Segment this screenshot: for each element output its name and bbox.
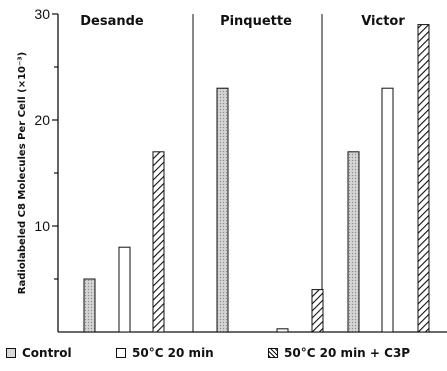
bar-pinquette-heat bbox=[276, 328, 289, 333]
legend-item-control: Control bbox=[6, 342, 72, 364]
bar-pinquette-control bbox=[216, 87, 229, 333]
y-tick-label: 10 bbox=[34, 218, 50, 234]
panel-title-victor: Victor bbox=[361, 14, 405, 29]
legend-swatch-control bbox=[6, 348, 16, 358]
bar-victor-heat-c3p bbox=[417, 24, 430, 333]
bars bbox=[83, 24, 430, 333]
legend-label-c3p: 50°C 20 min + C3P bbox=[284, 346, 411, 360]
legend-label-heat: 50°C 20 min bbox=[132, 346, 214, 360]
bar-victor-heat bbox=[381, 87, 394, 333]
y-tick-label: 20 bbox=[34, 112, 50, 128]
bar-desande-heat bbox=[118, 246, 131, 333]
chart: 10 20 30 Desande Pinquette Victor Radiolabeled… bbox=[17, 6, 447, 333]
panel-title-desande: Desande bbox=[80, 14, 144, 29]
bar-desande-control bbox=[83, 278, 96, 333]
bar-desande-heat-c3p bbox=[152, 151, 165, 333]
y-axis-label: Radiolabeled C8 Molecules Per Cell (×10⁻… bbox=[17, 52, 28, 294]
bar-victor-control bbox=[347, 151, 360, 333]
panel-title-pinquette: Pinquette bbox=[220, 14, 292, 29]
legend-swatch-c3p bbox=[268, 348, 278, 358]
legend-item-c3p: 50°C 20 min + C3P bbox=[268, 342, 410, 364]
legend: Control 50°C 20 min 50°C 20 min + C3P bbox=[6, 342, 447, 364]
bar-pinquette-heat-c3p bbox=[311, 289, 324, 333]
legend-swatch-heat bbox=[116, 348, 126, 358]
legend-item-heat: 50°C 20 min bbox=[116, 342, 214, 364]
y-tick-label: 30 bbox=[34, 6, 50, 22]
legend-label-control: Control bbox=[22, 346, 72, 360]
labels: 10 20 30 Desande Pinquette Victor Radiolabeled… bbox=[17, 6, 405, 294]
